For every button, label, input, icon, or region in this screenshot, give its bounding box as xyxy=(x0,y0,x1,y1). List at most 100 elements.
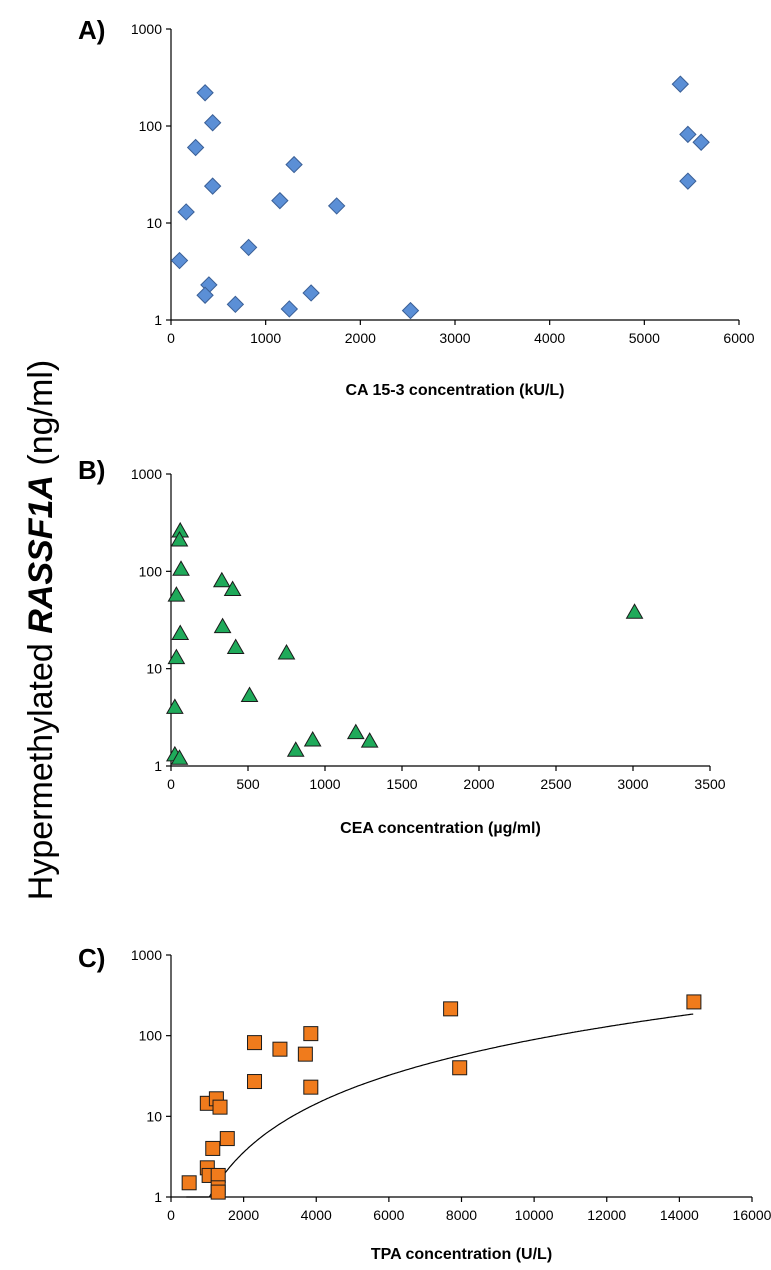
y-label-suffix: (ng/ml) xyxy=(22,360,60,475)
y-label-prefix: Hypermethylated xyxy=(22,634,60,900)
data-point xyxy=(171,624,190,640)
data-point xyxy=(401,301,420,320)
data-point xyxy=(210,1184,226,1200)
y-tick-label: 100 xyxy=(139,563,163,579)
data-point xyxy=(671,75,690,93)
y-tick-label: 1 xyxy=(154,1189,162,1205)
data-point xyxy=(170,530,189,547)
data-point xyxy=(247,1074,263,1090)
data-point xyxy=(679,125,697,144)
x-tick-label: 3000 xyxy=(439,330,470,346)
data-point xyxy=(302,284,320,302)
panel-label: B) xyxy=(78,455,105,485)
data-point xyxy=(285,155,303,174)
data-point xyxy=(346,723,365,740)
x-tick-label: 1000 xyxy=(250,330,281,346)
y-tick-label: 10 xyxy=(146,661,162,677)
x-tick-label: 1000 xyxy=(309,776,340,792)
data-point xyxy=(170,749,189,765)
data-point xyxy=(167,586,186,602)
x-tick-label: 500 xyxy=(236,776,260,792)
data-point xyxy=(271,191,289,210)
x-tick-label: 12000 xyxy=(587,1207,626,1223)
data-point xyxy=(165,698,184,714)
data-point xyxy=(170,251,189,270)
x-axis-label: TPA concentration (U/L) xyxy=(371,1246,552,1263)
x-tick-label: 2000 xyxy=(463,776,494,792)
x-tick-label: 3000 xyxy=(617,776,648,792)
x-tick-label: 6000 xyxy=(723,330,754,346)
y-tick-label: 1000 xyxy=(131,21,162,37)
data-point xyxy=(213,617,232,634)
y-label-italic: RASSF1A xyxy=(22,475,60,634)
data-point xyxy=(679,172,697,190)
data-point xyxy=(280,300,299,318)
shared-y-axis-label: Hypermethylated RASSF1A (ng/ml) xyxy=(22,360,60,900)
x-tick-label: 0 xyxy=(167,1207,175,1223)
x-tick-label: 0 xyxy=(167,776,175,792)
x-tick-label: 16000 xyxy=(733,1207,771,1223)
y-tick-label: 1 xyxy=(154,312,162,328)
chart-panel-2: 1 10 100 1000 0 500 1000 1500 2000 2500 3000 3500 B)… xyxy=(78,455,726,837)
y-tick-label: 10 xyxy=(146,1108,162,1124)
y-tick-label: 10 xyxy=(146,215,162,231)
x-tick-label: 5000 xyxy=(629,330,660,346)
data-point xyxy=(286,741,305,757)
data-point xyxy=(240,686,259,703)
data-point xyxy=(327,197,346,215)
x-tick-label: 4000 xyxy=(301,1207,332,1223)
data-point xyxy=(303,1079,319,1095)
x-tick-label: 3500 xyxy=(694,776,725,792)
x-tick-label: 14000 xyxy=(660,1207,699,1223)
x-tick-label: 0 xyxy=(167,330,175,346)
data-point xyxy=(212,1099,228,1115)
data-point xyxy=(277,643,296,660)
data-point xyxy=(360,732,379,748)
data-point xyxy=(219,1131,235,1147)
x-tick-label: 6000 xyxy=(373,1207,404,1223)
trendline xyxy=(186,1013,694,1198)
data-point xyxy=(203,114,222,132)
data-point xyxy=(692,133,710,151)
data-point xyxy=(443,1001,459,1017)
data-point xyxy=(686,994,702,1010)
data-point xyxy=(452,1060,468,1076)
data-point xyxy=(181,1175,197,1191)
data-point xyxy=(196,286,214,304)
data-point xyxy=(247,1035,263,1051)
y-tick-label: 1000 xyxy=(131,466,162,482)
x-axis-label: CEA concentration (µg/ml) xyxy=(340,820,541,837)
data-point xyxy=(223,580,242,597)
panel-label: C) xyxy=(78,943,105,973)
data-point xyxy=(297,1046,313,1062)
x-tick-label: 8000 xyxy=(446,1207,477,1223)
panel-label: A) xyxy=(78,15,105,45)
y-tick-label: 1000 xyxy=(131,947,162,963)
x-tick-label: 2000 xyxy=(228,1207,259,1223)
data-point xyxy=(303,730,322,747)
x-tick-label: 1500 xyxy=(386,776,417,792)
y-tick-label: 100 xyxy=(139,1028,163,1044)
data-point xyxy=(186,138,205,157)
data-point xyxy=(212,571,231,588)
data-point xyxy=(226,638,245,654)
data-point xyxy=(167,648,186,665)
x-tick-label: 2000 xyxy=(345,330,376,346)
data-point xyxy=(205,1140,221,1156)
x-axis-label: CA 15-3 concentration (kU/L) xyxy=(346,382,565,399)
x-tick-label: 4000 xyxy=(534,330,565,346)
data-point xyxy=(196,84,214,102)
y-tick-label: 1 xyxy=(154,758,162,774)
chart-panel-1: 1 10 100 1000 0 1000 2000 3000 4000 5000 6000 A) CA … xyxy=(78,15,755,399)
data-point xyxy=(303,1026,319,1042)
x-tick-label: 10000 xyxy=(515,1207,554,1223)
data-point xyxy=(203,177,222,195)
data-point xyxy=(272,1041,288,1057)
data-point xyxy=(177,203,195,221)
x-tick-label: 2500 xyxy=(540,776,571,792)
data-point xyxy=(226,295,245,314)
data-point xyxy=(239,238,258,257)
